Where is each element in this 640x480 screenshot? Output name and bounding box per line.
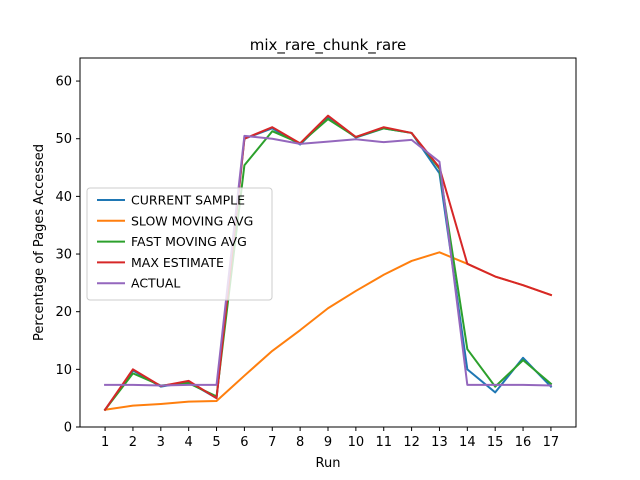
- x-tick-label: 16: [515, 435, 532, 450]
- x-tick-label: 12: [403, 435, 420, 450]
- x-tick-label: 11: [375, 435, 392, 450]
- x-tick-label: 15: [487, 435, 504, 450]
- x-tick-label: 8: [296, 435, 304, 450]
- chart-title: mix_rare_chunk_rare: [250, 36, 406, 55]
- legend-box: [86, 187, 273, 301]
- y-tick-label: 40: [55, 190, 72, 205]
- y-axis: 0 10 20 30 40 50 60: [55, 75, 80, 436]
- legend-label-current-sample: CURRENT SAMPLE: [131, 193, 245, 208]
- series-line-fast-moving-avg: [103, 118, 553, 412]
- legend-label-actual: ACTUAL: [131, 276, 180, 291]
- legend-label-max-estimate: MAX ESTIMATE: [131, 255, 224, 270]
- y-tick-label: 50: [55, 132, 72, 147]
- series-line-actual: [104, 134, 552, 387]
- x-tick-label: 2: [129, 435, 137, 450]
- y-tick-label: 20: [55, 305, 72, 320]
- x-tick-label: 9: [324, 435, 332, 450]
- x-tick-label: 4: [185, 435, 193, 450]
- legend-label-fast-moving-avg: FAST MOVING AVG: [131, 234, 247, 249]
- x-tick-label: 13: [431, 435, 448, 450]
- legend: CURRENT SAMPLE SLOW MOVING AVG FAST MOVING…: [86, 187, 273, 301]
- x-axis-label: Run: [316, 456, 341, 471]
- x-tick-label: 5: [212, 435, 220, 450]
- x-axis: 1 2 3 4 5 6 7 8 9 10 11 12 13 14 15 16 17: [101, 427, 559, 450]
- y-tick-label: 0: [64, 421, 72, 436]
- x-tick-label: 10: [348, 435, 365, 450]
- series-layer: [103, 114, 553, 412]
- x-tick-label: 14: [459, 435, 476, 450]
- x-tick-label: 17: [543, 435, 560, 450]
- x-tick-label: 1: [101, 435, 109, 450]
- x-tick-label: 3: [157, 435, 165, 450]
- y-tick-label: 60: [55, 75, 72, 90]
- y-tick-label: 10: [55, 363, 72, 378]
- y-tick-label: 30: [55, 248, 72, 263]
- y-axis-label: Percentage of Pages Accessed: [32, 144, 47, 341]
- x-tick-label: 7: [268, 435, 276, 450]
- legend-label-slow-moving-avg: SLOW MOVING AVG: [131, 213, 253, 228]
- x-tick-label: 6: [240, 435, 248, 450]
- series-line-max-estimate: [103, 114, 553, 412]
